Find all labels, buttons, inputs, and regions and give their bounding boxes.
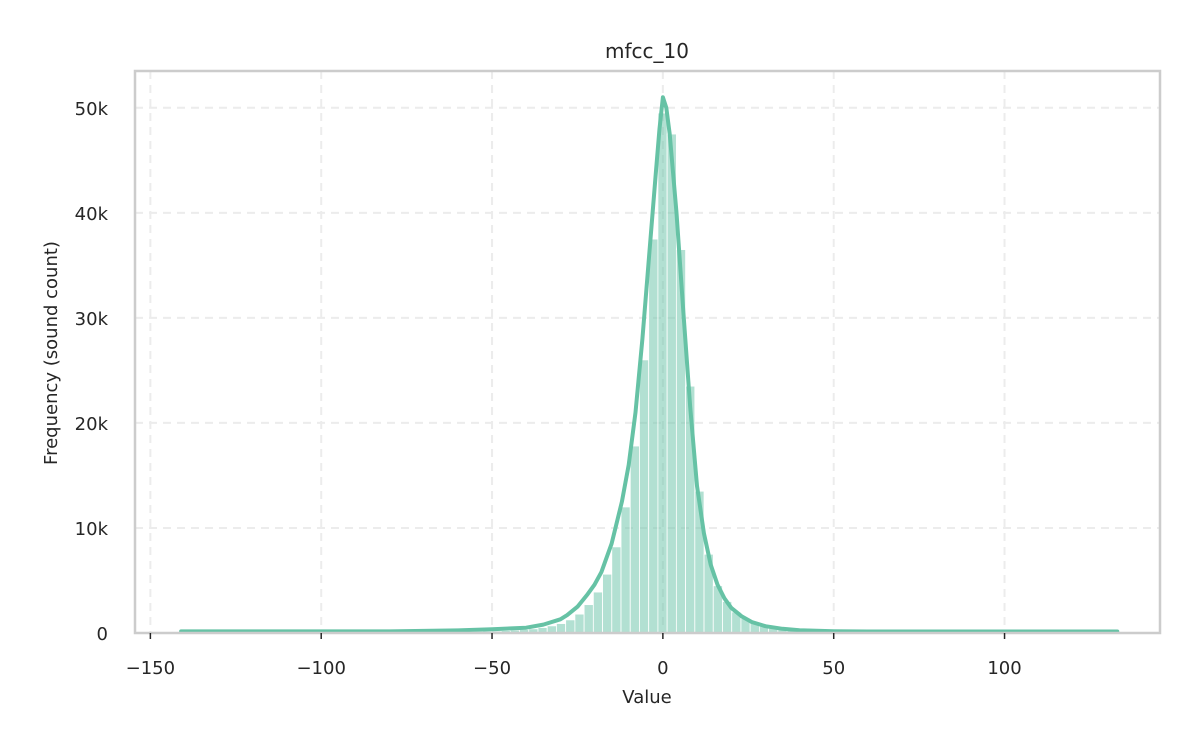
y-tick-label: 0: [97, 624, 108, 645]
y-axis-ticks: 0 10k 20k 30k 40k 50k: [75, 99, 109, 645]
y-axis-label: Frequency (sound count): [41, 241, 62, 465]
x-tick-label: −150: [126, 658, 175, 679]
y-tick-label: 50k: [75, 99, 109, 120]
plot-frame: [133, 69, 1162, 635]
histogram-bar: [611, 546, 622, 634]
histogram-bar: [629, 445, 640, 634]
x-tick-label: 100: [987, 658, 1021, 679]
histogram-bar: [639, 359, 650, 634]
histogram-bar: [648, 238, 659, 634]
histogram-bar: [565, 619, 576, 634]
histogram-bar: [574, 613, 585, 634]
x-tick-label: −50: [473, 658, 511, 679]
chart-title: mfcc_10: [605, 39, 689, 63]
x-axis-ticks: −150 −100 −50 0 50 100: [126, 633, 1022, 679]
x-tick-label: −100: [296, 658, 345, 679]
histogram-bar: [602, 573, 613, 634]
histogram-bar: [592, 591, 603, 634]
histogram-bar: [583, 604, 594, 634]
x-tick-label: 50: [822, 658, 845, 679]
histogram-bar: [556, 623, 567, 634]
x-tick-label: 0: [657, 658, 668, 679]
y-tick-label: 40k: [75, 204, 109, 225]
x-axis-label: Value: [622, 687, 671, 708]
histogram-bar: [657, 112, 668, 634]
kde-line: [179, 95, 1120, 634]
histogram-bar: [620, 506, 631, 634]
y-tick-label: 20k: [75, 414, 109, 435]
y-tick-label: 10k: [75, 519, 109, 540]
y-tick-label: 30k: [75, 309, 109, 330]
